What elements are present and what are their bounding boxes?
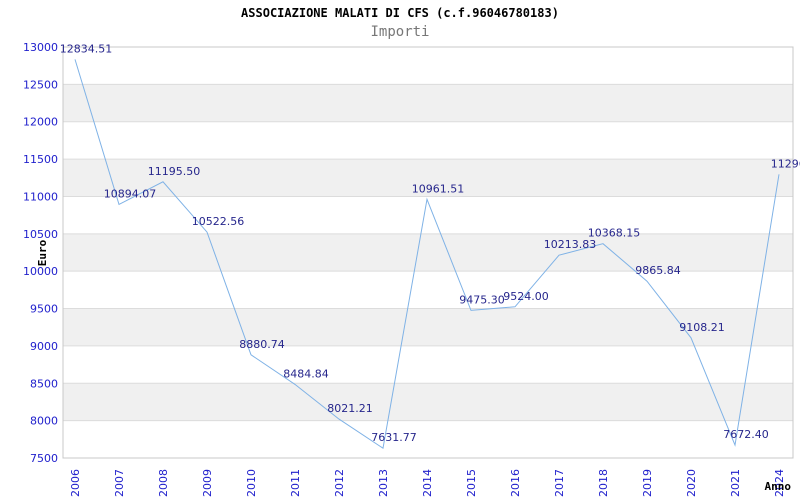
x-axis-title: Anno: [765, 480, 792, 493]
x-tick-label: 2020: [685, 469, 698, 497]
point-label: 10522.56: [192, 215, 245, 228]
chart-title: ASSOCIAZIONE MALATI DI CFS (c.f.96046780…: [241, 6, 559, 20]
chart-subtitle: Importi: [370, 24, 430, 40]
point-label: 11296.: [771, 157, 800, 170]
point-label: 9475.30: [459, 293, 505, 306]
x-tick-label: 2015: [465, 469, 478, 497]
x-tick-label: 2024: [773, 469, 786, 497]
x-tick-label: 2009: [201, 469, 214, 497]
plot-band: [63, 383, 793, 421]
y-tick-label: 10500: [23, 228, 58, 241]
y-axis-title: Euro: [36, 239, 49, 266]
point-label: 8021.21: [327, 402, 373, 415]
x-tick-label: 2010: [245, 469, 258, 497]
plot-band: [63, 84, 793, 122]
y-tick-label: 12000: [23, 116, 58, 129]
series-line: [74, 59, 780, 450]
point-label: 7631.77: [371, 431, 417, 444]
y-tick-label: 9500: [30, 303, 58, 316]
x-tick-label: 2006: [69, 469, 82, 497]
point-label: 9865.84: [635, 264, 681, 277]
y-tick-label: 8000: [30, 415, 58, 428]
plot-band: [63, 233, 793, 272]
y-tick-label: 11000: [23, 190, 58, 203]
y-tick-label: 7500: [30, 452, 58, 465]
point-label: 10368.15: [588, 227, 641, 240]
plot-border: [62, 46, 794, 459]
x-tick-label: 2018: [597, 469, 610, 497]
y-tick-label: 9000: [30, 340, 58, 353]
y-tick-label: 12500: [23, 78, 58, 91]
point-label: 10894.07: [104, 187, 157, 200]
point-label: 10213.83: [544, 238, 597, 251]
x-tick-label: 2007: [113, 469, 126, 497]
x-tick-label: 2014: [421, 469, 434, 497]
point-label: 8484.84: [283, 367, 329, 380]
point-label: 12834.51: [60, 42, 113, 55]
point-label: 11195.50: [148, 165, 201, 178]
x-tick-label: 2012: [333, 469, 346, 497]
y-tick-label: 8500: [30, 377, 58, 390]
plot-band: [63, 159, 793, 197]
x-tick-label: 2019: [641, 469, 654, 497]
point-label: 9108.21: [679, 321, 725, 334]
point-label: 10961.51: [412, 182, 465, 195]
point-label: 9524.00: [503, 290, 549, 303]
x-tick-label: 2011: [289, 469, 302, 497]
x-tick-label: 2017: [553, 469, 566, 497]
x-tick-label: 2008: [157, 469, 170, 497]
x-tick-label: 2016: [509, 469, 522, 497]
y-tick-label: 13000: [23, 41, 58, 54]
point-label: 7672.40: [723, 428, 769, 441]
y-tick-label: 11500: [23, 153, 58, 166]
point-label: 8880.74: [239, 338, 285, 351]
plot-band: [63, 308, 793, 346]
x-tick-label: 2021: [729, 469, 742, 497]
y-tick-label: 10000: [23, 265, 58, 278]
x-tick-label: 2013: [377, 469, 390, 497]
